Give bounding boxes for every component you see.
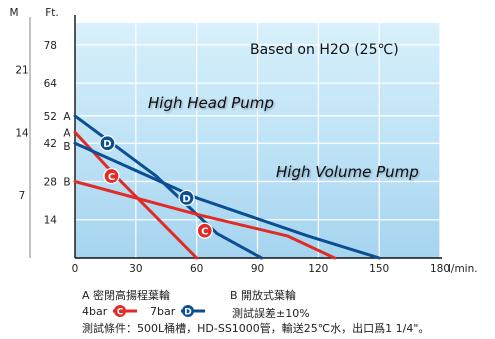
series-marker [178, 189, 195, 207]
m-tick-label: 7 [19, 190, 26, 202]
left-axis-label: M [9, 7, 18, 19]
series-markers: D C D C [99, 135, 213, 239]
right-axis-label: Ft. [45, 7, 59, 19]
series-marker-letter: D [103, 139, 111, 150]
x-tick-label: 120 [308, 263, 328, 275]
series-line [73, 180, 337, 260]
x-tick-label: 30 [129, 263, 142, 275]
x-tick-label: 150 [369, 263, 389, 275]
curve-origin-label: A [63, 111, 71, 123]
curve-origin-label: B [63, 176, 70, 188]
series-marker [103, 167, 120, 185]
series-marker-letter: C [201, 227, 208, 238]
x-tick-label: 180 [430, 263, 450, 275]
m-tick-label: 21 [15, 65, 28, 77]
ft-tick-label: 64 [44, 78, 58, 90]
x-tick-label: 60 [190, 263, 203, 275]
ft-tick-label: 14 [44, 215, 58, 227]
x-tick-label: 90 [251, 263, 264, 275]
curve-origin-label: A [63, 127, 71, 139]
ft-tick-label: 78 [44, 40, 57, 52]
x-tick-label: 0 [72, 263, 79, 275]
curve-origin-label: B [63, 141, 70, 153]
annotations: Based on H2O (25℃) High Head Pump High Vol… [148, 42, 419, 181]
ft-tick-label: 52 [44, 111, 57, 123]
series-marker-letter: D [182, 194, 190, 205]
series-line [73, 141, 381, 260]
based-on-note: Based on H2O (25℃) [250, 42, 399, 58]
series-marker-letter: C [108, 172, 115, 183]
x-axis-label: l/min. [448, 263, 478, 275]
high-volume-label: High Volume Pump [276, 163, 419, 181]
series-marker [99, 135, 116, 152]
ft-tick-label: 42 [44, 138, 57, 150]
high-head-label: High Head Pump [148, 94, 274, 112]
series-marker [196, 222, 213, 239]
grid-lines [75, 23, 441, 258]
ft-tick-label: 28 [44, 176, 57, 188]
m-tick-label: 14 [15, 127, 29, 139]
